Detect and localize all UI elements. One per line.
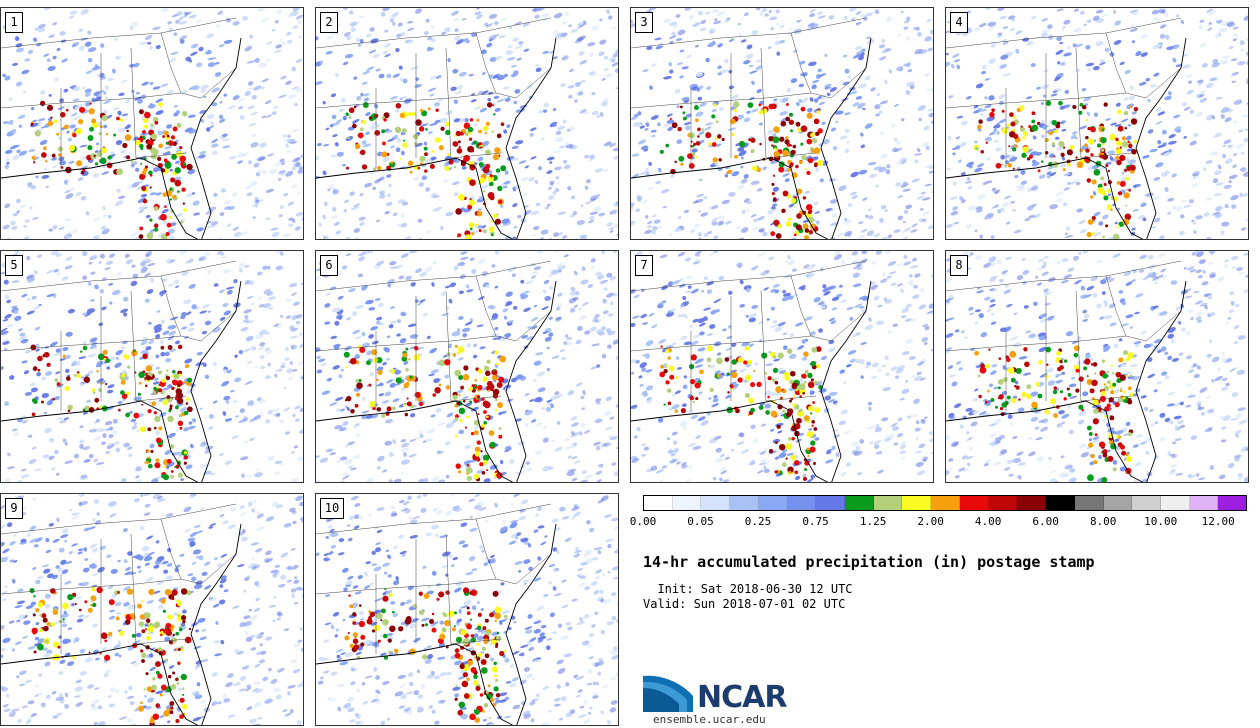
member-panel-3: 3 [630,7,934,240]
member-label: 10 [320,498,344,519]
colorbar-segment [1103,496,1133,510]
member-panel-1: 1 [0,7,304,240]
member-label: 6 [320,255,338,276]
colorbar-segment [873,496,903,510]
member-panel-10: 10 [315,493,619,726]
member-panel-2: 2 [315,7,619,240]
precip-map [631,8,933,239]
colorbar-segment [1218,496,1247,510]
ncar-logo-icon [643,675,693,712]
colorbar-tick-label: 6.00 [1032,515,1059,528]
member-panel-6: 6 [315,250,619,483]
colorbar-segment [959,496,989,510]
member-panel-9: 9 [0,493,304,726]
colorbar-tick-label: 0.25 [744,515,772,528]
precip-map [1,494,303,725]
member-label: 4 [950,12,968,33]
precip-map [316,8,618,239]
colorbar-segment [931,496,960,510]
colorbar-segment [644,496,673,510]
precip-map [316,251,618,482]
precip-map [946,8,1248,239]
member-label: 9 [5,498,23,519]
member-panel-7: 7 [630,250,934,483]
precip-map [316,494,618,725]
colorbar-tick-label: 8.00 [1089,515,1117,528]
colorbar-tick-label: 0.05 [687,515,714,528]
precip-map [946,251,1248,482]
colorbar-tick-label: 0.00 [629,515,657,528]
member-label: 7 [635,255,653,276]
member-label: 5 [5,255,23,276]
member-panel-8: 8 [945,250,1249,483]
website-text: ensemble.ucar.edu [653,713,766,726]
colorbar-tick-label: 10.00 [1144,515,1178,528]
colorbar-segment [902,496,932,510]
colorbar-tick-label: 0.75 [802,515,829,528]
precip-map [1,8,303,239]
colorbar-segment [845,496,874,510]
colorbar-segment [758,496,788,510]
colorbar-segment [787,496,817,510]
valid-time: Valid: Sun 2018-07-01 02 UTC [643,597,846,611]
colorbar-segment [1189,496,1219,510]
colorbar-segment [1074,496,1104,510]
precip-map [1,251,303,482]
colorbar-segment [1160,496,1190,510]
colorbar-tick-label: 1.25 [859,515,887,528]
colorbar-segment [988,496,1018,510]
colorbar-tick-label: 12.00 [1201,515,1235,528]
colorbar-segment [816,496,846,510]
logo-text: NCAR [697,680,787,715]
colorbar-segment [672,496,702,510]
colorbar-segment [1132,496,1161,510]
colorbar-tick-label: 2.00 [917,515,944,528]
member-panel-4: 4 [945,7,1249,240]
member-label: 2 [320,12,338,33]
init-time: Init: Sat 2018-06-30 12 UTC [643,582,853,596]
colorbar-segment [701,496,731,510]
member-label: 3 [635,12,653,33]
member-panel-5: 5 [0,250,304,483]
member-label: 1 [5,12,23,33]
member-label: 8 [950,255,968,276]
colorbar-segment [1046,496,1075,510]
colorbar-tick-label: 4.00 [974,515,1002,528]
figure-title: 14-hr accumulated precipitation (in) pos… [643,553,1095,571]
colorbar-segment [730,496,759,510]
precip-map [631,251,933,482]
colorbar [643,495,1247,511]
colorbar-segment [1017,496,1047,510]
